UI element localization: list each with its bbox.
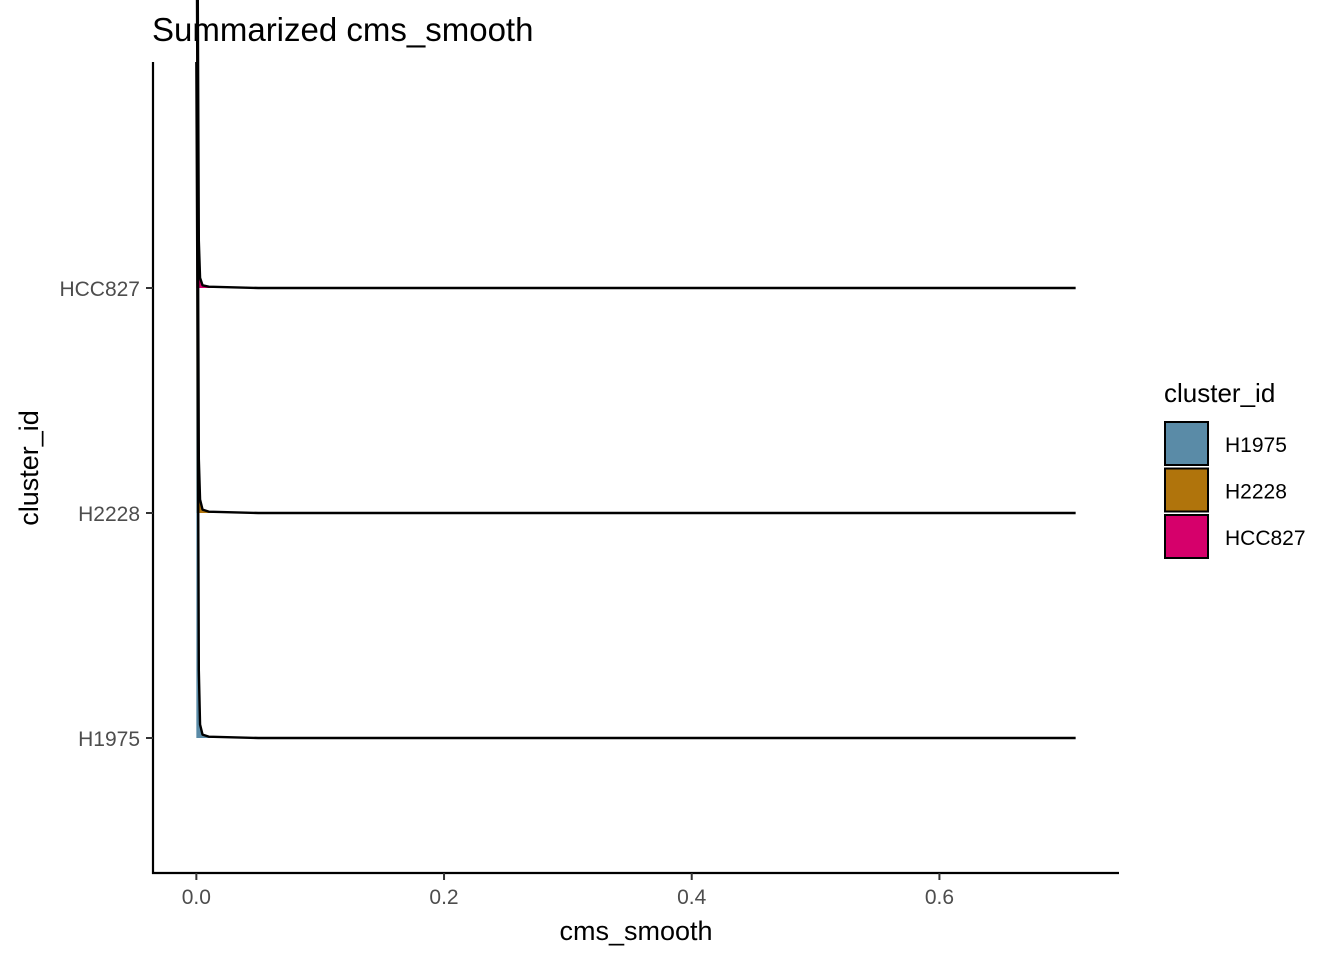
chart-title: Summarized cms_smooth	[152, 11, 533, 48]
legend-label-h2228: H2228	[1225, 481, 1287, 504]
ridges	[195, 0, 1076, 740]
legend-label-hcc827: HCC827	[1225, 527, 1306, 550]
y-tick-label-h2228: H2228	[78, 503, 140, 526]
legend-label-h1975: H1975	[1225, 434, 1287, 457]
x-tick-label-0: 0.0	[182, 886, 211, 909]
legend: cluster_id H1975 H2228 HCC827	[1164, 378, 1306, 559]
ridge-line-h2228	[195, 0, 1076, 515]
ridge-fill-h2228	[196, 0, 1076, 513]
y-tick-label-hcc827: HCC827	[59, 278, 140, 301]
ridge-fill-h1975	[196, 62, 1076, 738]
x-axis-ticks: 0.0 0.2 0.4 0.6	[182, 873, 954, 909]
y-axis-title: cluster_id	[14, 410, 44, 526]
x-tick-label-3: 0.6	[925, 886, 954, 909]
legend-title: cluster_id	[1164, 378, 1275, 408]
legend-swatch-h2228	[1164, 467, 1209, 513]
legend-swatch-hcc827	[1164, 514, 1209, 559]
x-axis-title: cms_smooth	[559, 916, 712, 946]
ridge-line-hcc827	[196, 0, 1076, 290]
y-tick-label-h1975: H1975	[78, 728, 140, 751]
legend-items: H1975 H2228 HCC827	[1164, 421, 1306, 559]
y-axis-ticks: H1975 H2228 HCC827	[59, 278, 153, 751]
x-tick-label-2: 0.4	[677, 886, 707, 909]
x-tick-label-1: 0.2	[429, 886, 458, 909]
legend-swatch-h1975	[1164, 421, 1209, 466]
ridge-line-h1975	[195, 61, 1076, 740]
